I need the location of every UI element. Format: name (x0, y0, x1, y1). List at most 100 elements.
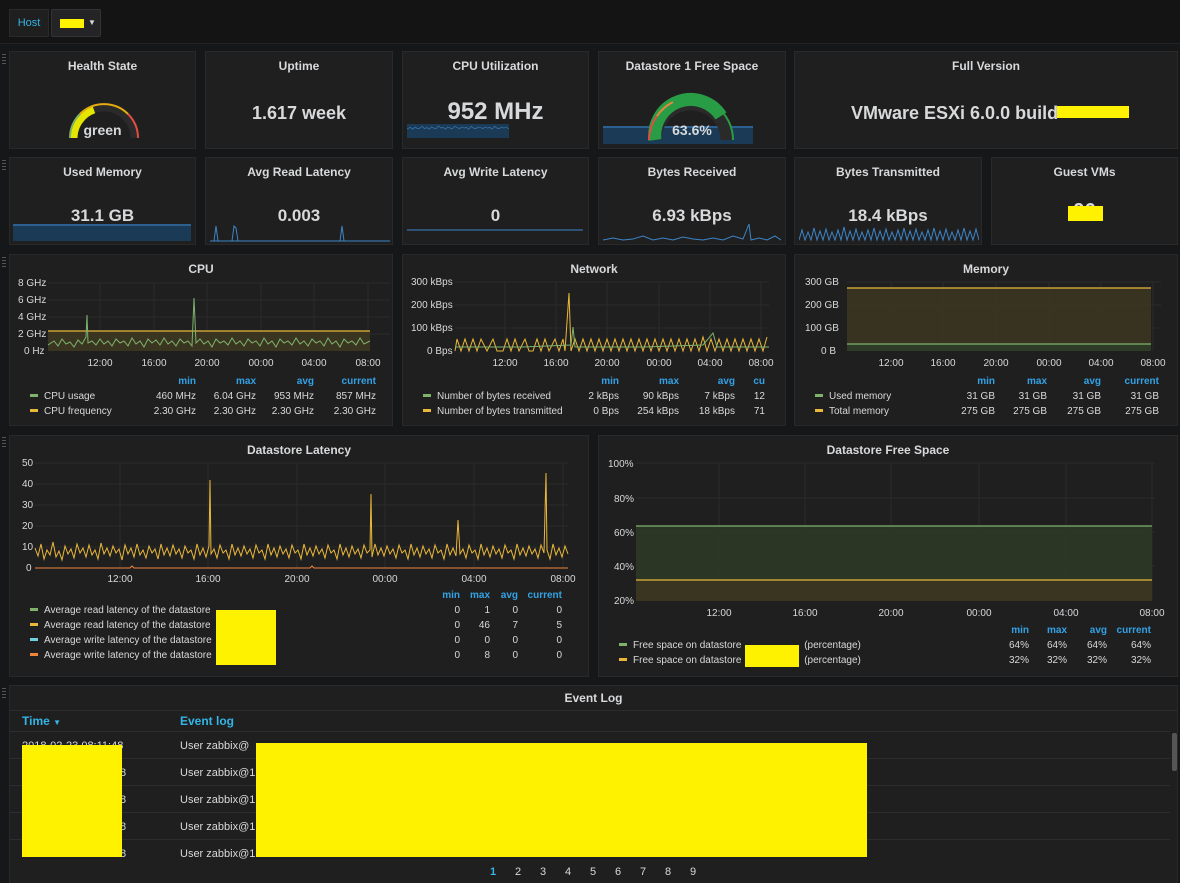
x-tick-label: 12:00 (87, 358, 112, 369)
cpu-graph: 8 GHz 6 GHz 4 GHz 2 GHz 0 Hz 12:00 16:00… (18, 278, 390, 369)
legend-row[interactable]: Average read latency of the datastore 0 46… (30, 620, 562, 635)
panel-title: Guest VMs (1053, 165, 1116, 179)
y-tick-label: 100 GB (805, 323, 839, 334)
x-tick-label: 16:00 (543, 358, 568, 369)
avg-read-latency-panel: Avg Read Latency 0.003 (205, 157, 393, 245)
panel-title: Used Memory (63, 165, 142, 179)
host-variable-label[interactable]: Host (9, 9, 49, 37)
legend-row[interactable]: Number of bytes transmitted 0 Bps 254 kBps… (423, 406, 765, 421)
x-axis-labels: 12:00 16:00 20:00 00:00 04:00 08:00 (87, 358, 380, 369)
page-link-6[interactable]: 6 (615, 866, 622, 878)
page-link-4[interactable]: 4 (565, 866, 572, 878)
cpu-graph-panel: CPU 8 GHz 6 GHz 4 GHz 2 GHz 0 Hz 12:00 1… (9, 254, 393, 426)
event-text: User zabbix@1 (180, 767, 256, 779)
page-link-5[interactable]: 5 (590, 866, 597, 878)
read-latency-sparkline (210, 224, 390, 242)
ds1-gauge (648, 93, 735, 141)
y-axis-labels: 50 40 30 20 10 0 (22, 458, 34, 574)
cpu-utilization-panel: CPU Utilization 952 MHz (402, 51, 589, 149)
x-tick-label: 04:00 (1053, 608, 1078, 619)
datastore-latency-panel: Datastore Latency 50 40 30 20 10 0 12:00… (9, 435, 589, 677)
scrollbar-thumb[interactable] (1172, 733, 1177, 771)
row-drag-handle[interactable] (2, 257, 6, 269)
y-tick-label: 20% (614, 596, 634, 607)
legend-row[interactable]: Used memory 31 GB 31 GB 31 GB 31 GB (815, 391, 1159, 406)
x-axis-labels: 12:00 16:00 20:00 00:00 04:00 08:00 (492, 358, 773, 369)
redacted-guest-vms (1068, 206, 1103, 221)
x-tick-label: 00:00 (1036, 358, 1061, 369)
panel-title: Bytes Received (647, 165, 737, 179)
page-link-3[interactable]: 3 (540, 866, 547, 878)
top-bar: Host ▼ (0, 0, 1180, 44)
y-tick-label: 60% (614, 528, 634, 539)
y-axis-labels: 300 kBps 200 kBps 100 kBps 0 Bps (411, 277, 453, 357)
legend-row[interactable]: CPU usage 460 MHz 6.04 GHz 953 MHz 857 MHz (30, 391, 376, 406)
x-tick-label: 04:00 (1088, 358, 1113, 369)
event-time: 8 (120, 767, 127, 779)
uptime-value: 1.617 week (251, 103, 347, 123)
x-axis-labels: 12:00 16:00 20:00 00:00 04:00 08:00 (706, 608, 1164, 619)
event-time: 8 (120, 848, 127, 860)
health-state-panel: Health State green (9, 51, 196, 149)
legend-row[interactable]: Average read latency of the datastore 0 1 0… (30, 605, 562, 620)
memory-legend: min max avg current Used memory 31 GB 31 GB 31… (815, 376, 1159, 421)
y-tick-label: 100 kBps (411, 323, 453, 334)
x-tick-label: 00:00 (966, 608, 991, 619)
avg-write-latency-panel: Avg Write Latency 0 (402, 157, 589, 245)
page-link-9[interactable]: 9 (690, 866, 697, 878)
sort-caret-icon: ▼ (53, 718, 62, 727)
y-tick-label: 200 GB (805, 300, 839, 311)
panel-title: Uptime (278, 59, 320, 73)
row-drag-handle[interactable] (2, 160, 6, 172)
redacted-build-number (1057, 106, 1129, 118)
legend-row[interactable]: Free space on datastore (percentage) 32% 3… (619, 655, 1151, 670)
host-variable-dropdown[interactable]: ▼ (51, 9, 101, 37)
legend-row[interactable]: CPU frequency 2.30 GHz 2.30 GHz 2.30 GHz 2.3… (30, 406, 376, 421)
legend-row[interactable]: Free space on datastore (percentage) 64% 6… (619, 640, 1151, 655)
redacted-datastore-names (216, 610, 276, 665)
row-drag-handle[interactable] (2, 54, 6, 66)
x-tick-label: 12:00 (492, 358, 517, 369)
panel-title: Avg Read Latency (247, 165, 351, 179)
page-link-1[interactable]: 1 (490, 866, 497, 878)
used-memory-value: 31.1 GB (70, 206, 135, 225)
bytes-received-value: 6.93 kBps (652, 206, 732, 225)
free-space-legend: min max avg current Free space on datastore… (619, 625, 1151, 670)
write-latency-sparkline (407, 229, 583, 231)
guest-vms-panel: Guest VMs 96 (991, 157, 1178, 245)
row-drag-handle[interactable] (2, 437, 6, 449)
y-tick-label: 10 (22, 542, 34, 553)
event-time: 8 (120, 794, 127, 806)
latency-legend: min max avg current Average read latency of… (30, 590, 562, 665)
x-tick-label: 04:00 (301, 358, 326, 369)
x-tick-label: 08:00 (1139, 608, 1164, 619)
x-tick-label: 20:00 (878, 608, 903, 619)
health-state-value: green (83, 122, 122, 138)
time-column-header[interactable]: Time ▼ (22, 714, 62, 728)
x-tick-label: 12:00 (878, 358, 903, 369)
row-drag-handle[interactable] (2, 688, 6, 700)
legend-row[interactable]: Average write latency of the datastore 0 8… (30, 650, 562, 665)
x-tick-label: 12:00 (107, 574, 132, 585)
y-tick-label: 0 Bps (427, 346, 453, 357)
page-link-7[interactable]: 7 (640, 866, 647, 878)
legend-row[interactable]: Number of bytes received 2 kBps 90 kBps 7 k… (423, 391, 765, 406)
legend-row[interactable]: Total memory 275 GB 275 GB 275 GB 275 GB (815, 406, 1159, 421)
legend-row[interactable]: Average write latency of the datastore 0 0… (30, 635, 562, 650)
y-tick-label: 300 GB (805, 277, 839, 288)
memory-graph: 300 GB 200 GB 100 GB 0 B 12:00 16:00 20:… (805, 277, 1166, 369)
x-tick-label: 12:00 (706, 608, 731, 619)
y-tick-label: 6 GHz (18, 295, 46, 306)
event-column-header[interactable]: Event log (180, 714, 235, 728)
page-link-2[interactable]: 2 (515, 866, 522, 878)
redacted-host-name (60, 19, 84, 28)
page-link-8[interactable]: 8 (665, 866, 672, 878)
panel-title: Full Version (951, 59, 1020, 73)
event-text: User zabbix@1 (180, 794, 256, 806)
y-tick-label: 200 kBps (411, 300, 453, 311)
y-tick-label: 50 (22, 458, 34, 469)
x-tick-label: 08:00 (748, 358, 773, 369)
caret-down-icon: ▼ (88, 18, 96, 27)
redacted-timestamps (22, 745, 122, 857)
event-text: User zabbix@ (180, 740, 250, 752)
